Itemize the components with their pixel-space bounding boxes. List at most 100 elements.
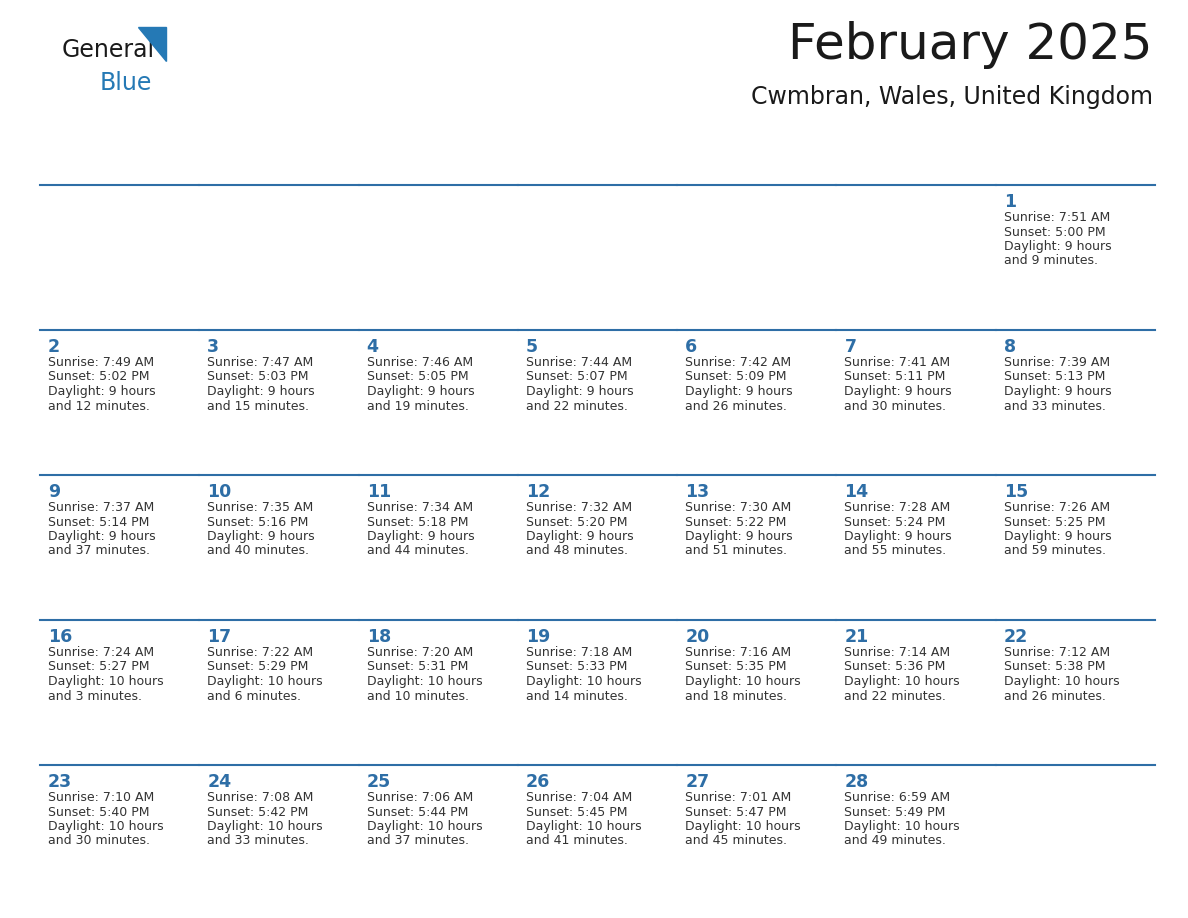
Text: Daylight: 9 hours: Daylight: 9 hours: [48, 385, 156, 398]
Text: 1: 1: [1004, 193, 1016, 211]
Text: and 10 minutes.: and 10 minutes.: [367, 689, 468, 702]
Text: Sunset: 5:18 PM: Sunset: 5:18 PM: [367, 516, 468, 529]
Text: Sunrise: 7:51 AM: Sunrise: 7:51 AM: [1004, 211, 1110, 224]
Text: and 22 minutes.: and 22 minutes.: [526, 399, 627, 412]
Text: Daylight: 10 hours: Daylight: 10 hours: [526, 675, 642, 688]
Text: 23: 23: [48, 773, 72, 791]
Text: and 41 minutes.: and 41 minutes.: [526, 834, 627, 847]
Text: 7: 7: [845, 338, 857, 356]
Text: and 55 minutes.: and 55 minutes.: [845, 544, 947, 557]
Text: Daylight: 10 hours: Daylight: 10 hours: [207, 675, 323, 688]
Text: 19: 19: [526, 628, 550, 646]
Text: Sunrise: 7:41 AM: Sunrise: 7:41 AM: [845, 356, 950, 369]
Text: Daylight: 9 hours: Daylight: 9 hours: [207, 530, 315, 543]
Text: and 49 minutes.: and 49 minutes.: [845, 834, 947, 847]
Text: Daylight: 9 hours: Daylight: 9 hours: [685, 385, 792, 398]
Text: Sunrise: 7:39 AM: Sunrise: 7:39 AM: [1004, 356, 1110, 369]
Text: 17: 17: [207, 628, 232, 646]
Text: and 37 minutes.: and 37 minutes.: [48, 544, 150, 557]
Text: and 26 minutes.: and 26 minutes.: [1004, 689, 1106, 702]
Text: Daylight: 10 hours: Daylight: 10 hours: [367, 820, 482, 833]
Text: and 22 minutes.: and 22 minutes.: [845, 689, 947, 702]
Text: Sunrise: 7:49 AM: Sunrise: 7:49 AM: [48, 356, 154, 369]
Text: Sunrise: 7:22 AM: Sunrise: 7:22 AM: [207, 646, 314, 659]
Text: Sunset: 5:05 PM: Sunset: 5:05 PM: [367, 371, 468, 384]
Text: Daylight: 9 hours: Daylight: 9 hours: [526, 530, 633, 543]
Text: Sunset: 5:33 PM: Sunset: 5:33 PM: [526, 660, 627, 674]
Text: 9: 9: [48, 483, 61, 501]
Text: Sunset: 5:44 PM: Sunset: 5:44 PM: [367, 805, 468, 819]
Text: and 30 minutes.: and 30 minutes.: [48, 834, 150, 847]
Text: Sunset: 5:07 PM: Sunset: 5:07 PM: [526, 371, 627, 384]
Text: Daylight: 9 hours: Daylight: 9 hours: [207, 385, 315, 398]
Text: Daylight: 10 hours: Daylight: 10 hours: [1004, 675, 1119, 688]
Text: and 59 minutes.: and 59 minutes.: [1004, 544, 1106, 557]
Text: 21: 21: [845, 628, 868, 646]
Text: Monday: Monday: [207, 160, 276, 178]
Text: Daylight: 10 hours: Daylight: 10 hours: [207, 820, 323, 833]
Text: Sunrise: 7:47 AM: Sunrise: 7:47 AM: [207, 356, 314, 369]
Text: and 18 minutes.: and 18 minutes.: [685, 689, 788, 702]
Text: Sunset: 5:42 PM: Sunset: 5:42 PM: [207, 805, 309, 819]
Text: Sunset: 5:11 PM: Sunset: 5:11 PM: [845, 371, 946, 384]
Text: Sunset: 5:00 PM: Sunset: 5:00 PM: [1004, 226, 1105, 239]
Text: Sunrise: 7:26 AM: Sunrise: 7:26 AM: [1004, 501, 1110, 514]
Text: 25: 25: [367, 773, 391, 791]
Text: Sunrise: 7:14 AM: Sunrise: 7:14 AM: [845, 646, 950, 659]
Text: and 37 minutes.: and 37 minutes.: [367, 834, 468, 847]
Text: 13: 13: [685, 483, 709, 501]
Text: Sunrise: 7:28 AM: Sunrise: 7:28 AM: [845, 501, 950, 514]
Text: and 44 minutes.: and 44 minutes.: [367, 544, 468, 557]
Text: 11: 11: [367, 483, 391, 501]
Text: Sunset: 5:40 PM: Sunset: 5:40 PM: [48, 805, 150, 819]
Text: 8: 8: [1004, 338, 1016, 356]
Text: Sunset: 5:03 PM: Sunset: 5:03 PM: [207, 371, 309, 384]
Text: 6: 6: [685, 338, 697, 356]
Text: Sunrise: 7:10 AM: Sunrise: 7:10 AM: [48, 791, 154, 804]
Text: Sunrise: 7:01 AM: Sunrise: 7:01 AM: [685, 791, 791, 804]
Text: Sunrise: 7:12 AM: Sunrise: 7:12 AM: [1004, 646, 1110, 659]
Text: Daylight: 9 hours: Daylight: 9 hours: [367, 385, 474, 398]
Text: 4: 4: [367, 338, 379, 356]
Text: Sunset: 5:09 PM: Sunset: 5:09 PM: [685, 371, 786, 384]
Text: Sunset: 5:36 PM: Sunset: 5:36 PM: [845, 660, 946, 674]
Text: Daylight: 9 hours: Daylight: 9 hours: [845, 530, 952, 543]
Text: Wednesday: Wednesday: [526, 160, 627, 178]
Text: Sunset: 5:25 PM: Sunset: 5:25 PM: [1004, 516, 1105, 529]
Text: and 3 minutes.: and 3 minutes.: [48, 689, 143, 702]
Text: Daylight: 10 hours: Daylight: 10 hours: [367, 675, 482, 688]
Text: Sunrise: 7:34 AM: Sunrise: 7:34 AM: [367, 501, 473, 514]
Text: and 51 minutes.: and 51 minutes.: [685, 544, 788, 557]
Text: Daylight: 9 hours: Daylight: 9 hours: [48, 530, 156, 543]
Text: Sunset: 5:16 PM: Sunset: 5:16 PM: [207, 516, 309, 529]
Text: and 26 minutes.: and 26 minutes.: [685, 399, 786, 412]
Text: and 12 minutes.: and 12 minutes.: [48, 399, 150, 412]
Text: 27: 27: [685, 773, 709, 791]
Text: 22: 22: [1004, 628, 1028, 646]
Text: Sunset: 5:45 PM: Sunset: 5:45 PM: [526, 805, 627, 819]
Text: Daylight: 10 hours: Daylight: 10 hours: [845, 675, 960, 688]
Text: Daylight: 10 hours: Daylight: 10 hours: [685, 675, 801, 688]
Text: Daylight: 10 hours: Daylight: 10 hours: [526, 820, 642, 833]
Text: Sunset: 5:22 PM: Sunset: 5:22 PM: [685, 516, 786, 529]
Text: Cwmbran, Wales, United Kingdom: Cwmbran, Wales, United Kingdom: [751, 85, 1154, 109]
Text: Daylight: 10 hours: Daylight: 10 hours: [48, 820, 164, 833]
Text: Sunrise: 7:32 AM: Sunrise: 7:32 AM: [526, 501, 632, 514]
Text: Sunset: 5:27 PM: Sunset: 5:27 PM: [48, 660, 150, 674]
Text: Sunset: 5:14 PM: Sunset: 5:14 PM: [48, 516, 150, 529]
Text: Sunrise: 7:46 AM: Sunrise: 7:46 AM: [367, 356, 473, 369]
Text: Daylight: 9 hours: Daylight: 9 hours: [1004, 240, 1111, 253]
Text: Sunrise: 7:06 AM: Sunrise: 7:06 AM: [367, 791, 473, 804]
Text: and 40 minutes.: and 40 minutes.: [207, 544, 309, 557]
Text: Sunrise: 7:20 AM: Sunrise: 7:20 AM: [367, 646, 473, 659]
Text: and 14 minutes.: and 14 minutes.: [526, 689, 627, 702]
Text: Sunrise: 7:24 AM: Sunrise: 7:24 AM: [48, 646, 154, 659]
Text: 20: 20: [685, 628, 709, 646]
Text: Sunset: 5:35 PM: Sunset: 5:35 PM: [685, 660, 786, 674]
Text: 28: 28: [845, 773, 868, 791]
Text: Sunset: 5:47 PM: Sunset: 5:47 PM: [685, 805, 786, 819]
Text: 10: 10: [207, 483, 232, 501]
Text: Thursday: Thursday: [685, 160, 766, 178]
Text: 26: 26: [526, 773, 550, 791]
Text: and 15 minutes.: and 15 minutes.: [207, 399, 309, 412]
